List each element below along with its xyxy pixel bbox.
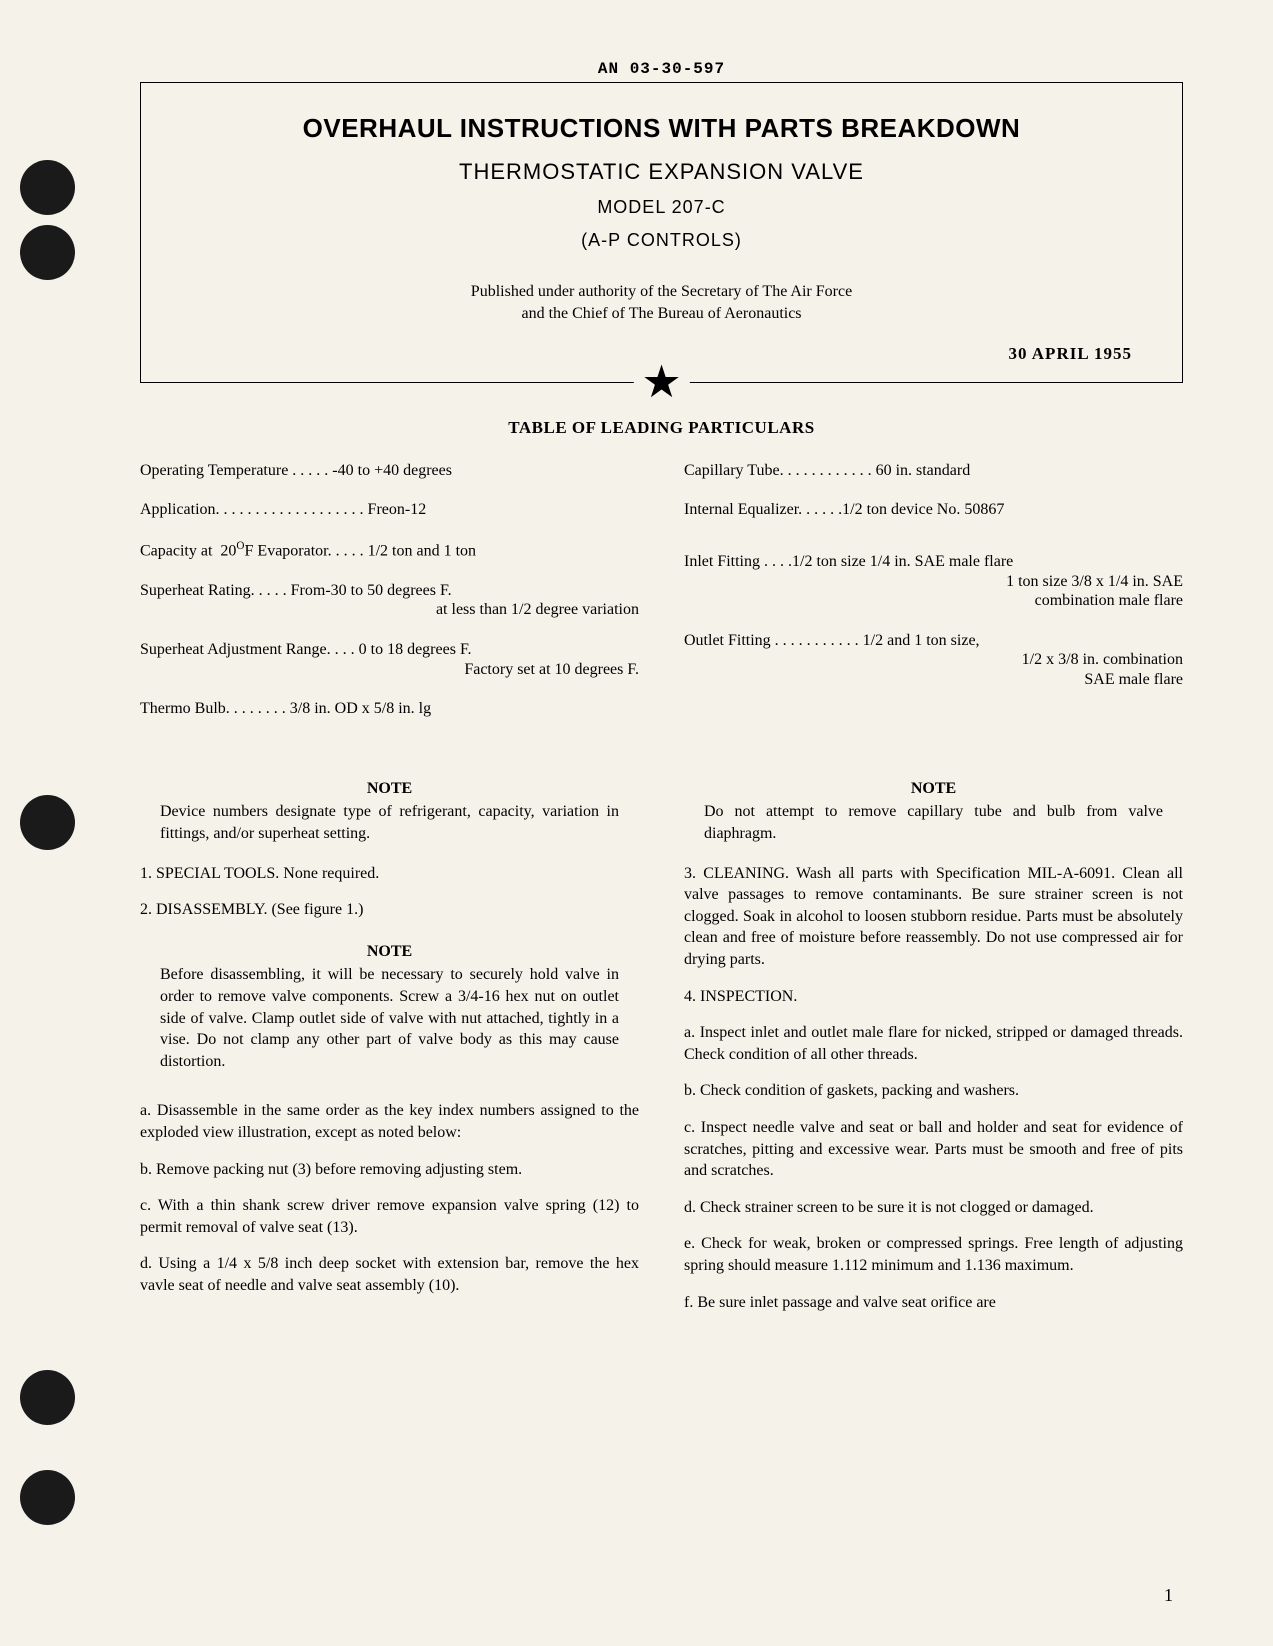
punch-hole (20, 1470, 75, 1525)
inlet-fitting: Inlet Fitting . . . .1/2 ton size 1/4 in… (684, 551, 1183, 612)
operating-temperature: Operating Temperature . . . . . -40 to +… (140, 460, 639, 482)
authority-line-2: and the Chief of The Bureau of Aeronauti… (521, 305, 801, 322)
paragraph-b: b. Remove packing nut (3) before removin… (140, 1159, 639, 1181)
punch-hole (20, 160, 75, 215)
paragraph-c: c. Inspect needle valve and seat or ball… (684, 1117, 1183, 1182)
body-left-column: NOTE Device numbers designate type of re… (140, 758, 639, 1328)
note-body: Before disassembling, it will be necessa… (140, 964, 639, 1072)
section-3-cleaning: 3. CLEANING. Wash all parts with Specifi… (684, 863, 1183, 971)
punch-hole (20, 225, 75, 280)
main-title: OVERHAUL INSTRUCTIONS WITH PARTS BREAKDO… (171, 113, 1152, 144)
paragraph-b: b. Check condition of gaskets, packing a… (684, 1080, 1183, 1102)
paragraph-d: d. Using a 1/4 x 5/8 inch deep socket wi… (140, 1253, 639, 1296)
body-right-column: NOTE Do not attempt to remove capillary … (684, 758, 1183, 1328)
paragraph-f: f. Be sure inlet passage and valve seat … (684, 1292, 1183, 1314)
thermo-bulb: Thermo Bulb. . . . . . . . 3/8 in. OD x … (140, 698, 639, 720)
punch-hole (20, 795, 75, 850)
particulars-columns: Operating Temperature . . . . . -40 to +… (140, 460, 1183, 738)
star-icon: ★ (633, 364, 689, 400)
note-body: Device numbers designate type of refrige… (140, 801, 639, 844)
note-header: NOTE (684, 778, 1183, 800)
capillary-tube: Capillary Tube. . . . . . . . . . . . 60… (684, 460, 1183, 482)
particulars-left-column: Operating Temperature . . . . . -40 to +… (140, 460, 639, 738)
header-box: OVERHAUL INSTRUCTIONS WITH PARTS BREAKDO… (140, 82, 1183, 383)
paragraph-e: e. Check for weak, broken or compressed … (684, 1233, 1183, 1276)
application: Application. . . . . . . . . . . . . . .… (140, 499, 639, 521)
document-id: AN 03-30-597 (140, 60, 1183, 78)
controls-label: (A-P CONTROLS) (171, 230, 1152, 251)
section-1-special-tools: 1. SPECIAL TOOLS. None required. (140, 863, 639, 885)
paragraph-a: a. Disassemble in the same order as the … (140, 1100, 639, 1143)
paragraph-d: d. Check strainer screen to be sure it i… (684, 1197, 1183, 1219)
punch-hole (20, 1370, 75, 1425)
page-number: 1 (1164, 1585, 1173, 1606)
particulars-right-column: Capillary Tube. . . . . . . . . . . . 60… (684, 460, 1183, 738)
section-4-inspection: 4. INSPECTION. (684, 986, 1183, 1008)
capacity: Capacity at 20OF Evaporator. . . . . 1/2… (140, 539, 639, 562)
internal-equalizer: Internal Equalizer. . . . . .1/2 ton dev… (684, 499, 1183, 521)
body-columns: NOTE Device numbers designate type of re… (140, 758, 1183, 1328)
table-title: TABLE OF LEADING PARTICULARS (140, 418, 1183, 438)
paragraph-c: c. With a thin shank screw driver remove… (140, 1195, 639, 1238)
outlet-fitting: Outlet Fitting . . . . . . . . . . . 1/2… (684, 630, 1183, 691)
note-body: Do not attempt to remove capillary tube … (684, 801, 1183, 844)
paragraph-a: a. Inspect inlet and outlet male flare f… (684, 1022, 1183, 1065)
model-number: MODEL 207-C (171, 197, 1152, 218)
note-header: NOTE (140, 778, 639, 800)
superheat-adjustment: Superheat Adjustment Range. . . . 0 to 1… (140, 639, 639, 680)
superheat-rating: Superheat Rating. . . . . From-30 to 50 … (140, 580, 639, 621)
authority-line-1: Published under authority of the Secreta… (471, 283, 852, 300)
sub-title: THERMOSTATIC EXPANSION VALVE (171, 159, 1152, 185)
authority-statement: Published under authority of the Secreta… (171, 281, 1152, 326)
section-2-disassembly: 2. DISASSEMBLY. (See figure 1.) (140, 899, 639, 921)
note-header: NOTE (140, 941, 639, 963)
